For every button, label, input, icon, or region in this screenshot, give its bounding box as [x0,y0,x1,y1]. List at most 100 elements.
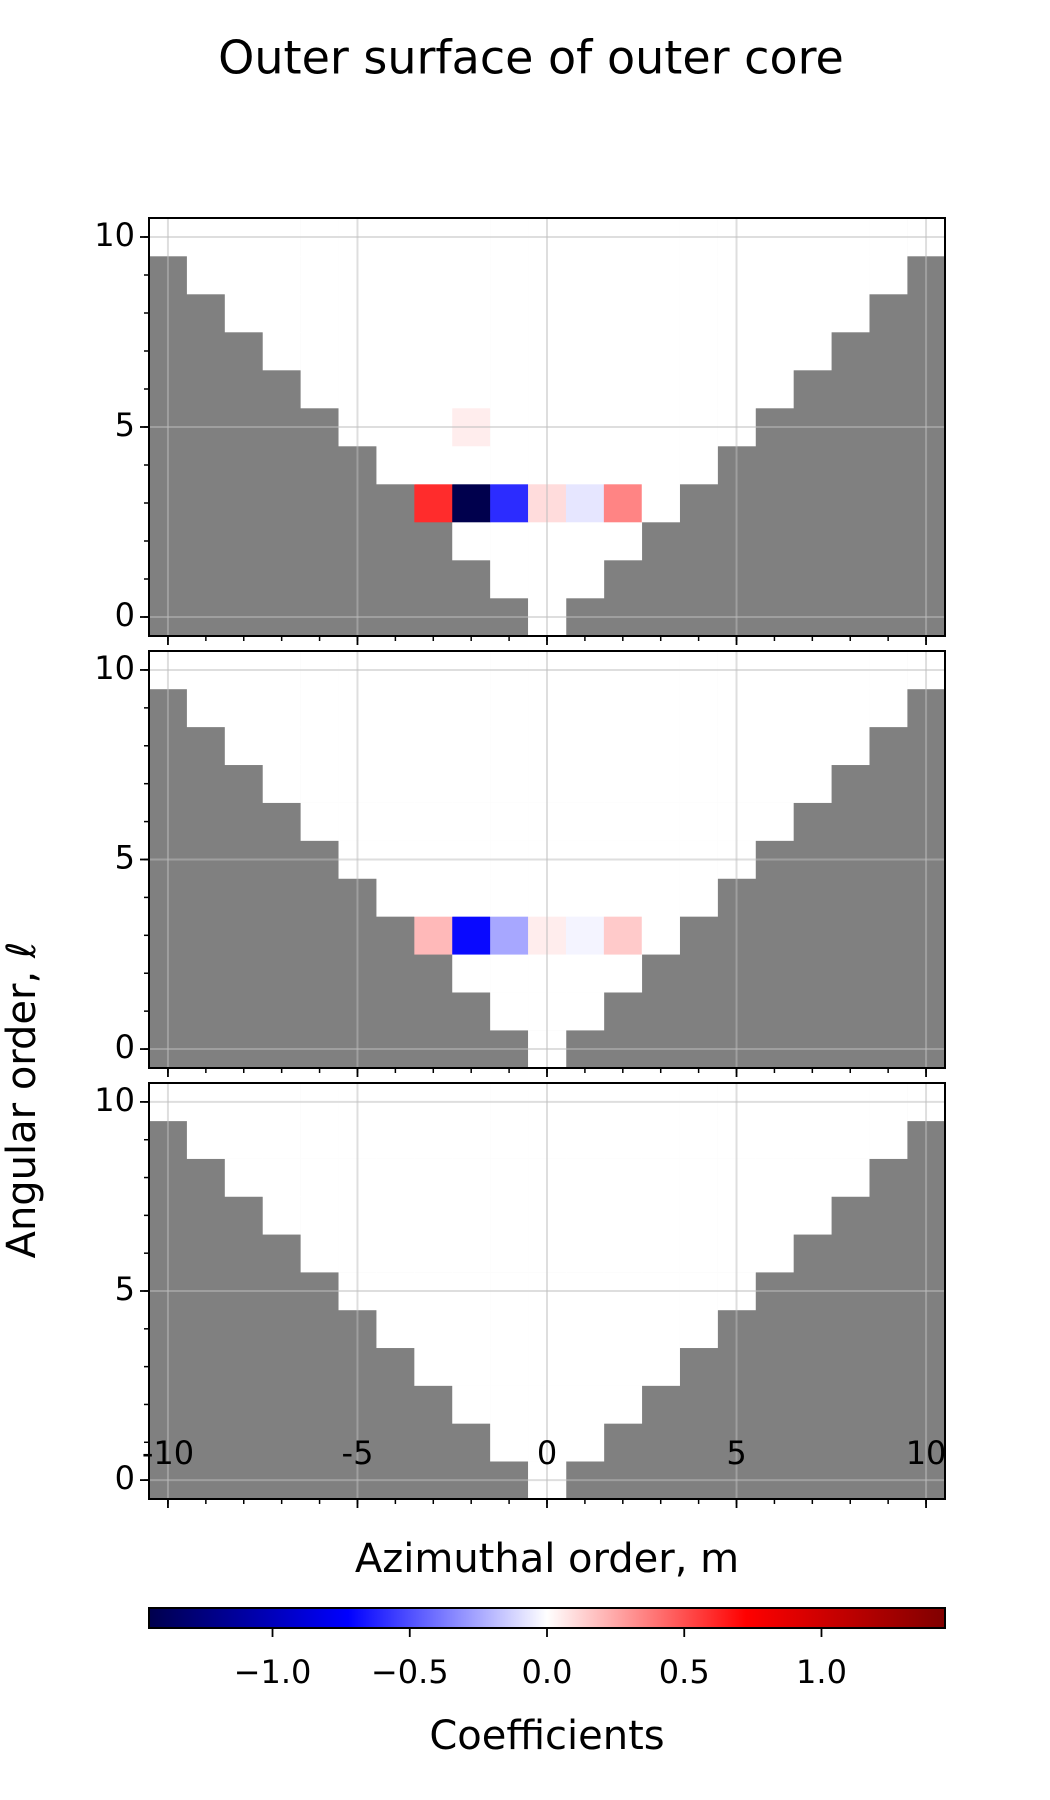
y-tick-label: 10 [94,649,135,687]
heatmap-cell [603,878,643,917]
heatmap-cell [376,1120,415,1159]
heatmap-cell [376,1309,415,1349]
heatmap-cell [641,916,680,955]
heatmap-cell [603,484,643,523]
heatmap-cell [679,256,718,295]
heatmap-cell [641,878,680,917]
heatmap-cell [376,878,415,917]
heatmap-cell [641,294,680,333]
heatmap-cell [490,1423,529,1462]
heatmap-cell [490,916,529,955]
heatmap-cell [831,1120,870,1159]
heatmap-cell [565,726,605,766]
heatmap-cell [490,1158,529,1197]
heatmap-cell [376,256,415,295]
heatmap-cell [300,256,339,295]
heatmap-cell [224,726,264,766]
colorbar-tick-label: −0.5 [371,1653,449,1691]
colorbar-tick-label: 0.5 [659,1653,710,1691]
x-tick-label: 10 [906,1434,947,1472]
heatmap-cell [414,294,453,333]
heatmap-cell [603,446,643,485]
heatmap-cell [603,1196,643,1235]
heatmap-cell [565,1120,605,1159]
heatmap-cell [679,1309,718,1349]
x-tick-label: 5 [726,1434,746,1472]
heatmap-cell [641,1158,680,1197]
heatmap-cell [376,1196,415,1235]
heatmap-cell [755,256,794,295]
heatmap-cell [603,294,643,333]
heatmap-cell [603,726,643,766]
heatmap-cell [376,294,415,333]
heatmap-cell [490,1120,529,1159]
heatmap-cell [452,1158,491,1197]
heatmap-cell [565,954,605,993]
heatmap-cell [565,688,605,728]
heatmap-cell [414,1347,453,1386]
heatmap-cell [452,726,491,766]
heatmap-cell [262,332,301,371]
heatmap-cell [565,1347,605,1386]
heatmap-cell [414,916,453,955]
heatmap-cell [679,1158,718,1197]
heatmap-cell [565,484,605,523]
heatmap-cell [300,294,339,333]
heatmap-cell [452,688,491,728]
heatmap-cell [300,764,339,803]
heatmap-cell [641,1309,680,1349]
heatmap-cell [452,256,491,295]
y-tick-label: 10 [94,1081,135,1119]
heatmap-cell [831,1158,870,1197]
heatmap-cell [679,1196,718,1235]
heatmap-cell [262,256,301,295]
heatmap-cell [452,954,491,993]
heatmap-cell [224,1158,264,1197]
heatmap-cell [490,954,529,993]
heatmap-cell [262,294,301,333]
heatmap-cell [603,1234,643,1273]
heatmap-cell [565,1158,605,1197]
heatmap-cell [641,332,680,371]
heatmap-cell [565,878,605,917]
heatmap-cell [376,764,415,803]
heatmap-cell [679,1120,718,1159]
heatmap-cell [565,802,605,841]
heatmap-cell [793,294,832,333]
heatmap-cell [490,1196,529,1235]
heatmap-cell [262,764,301,803]
colorbar-tick-label: 0.0 [522,1653,573,1691]
heatmap-cell [755,1158,794,1197]
heatmap-cell [793,1158,832,1197]
heatmap-cell [565,1385,605,1424]
heatmap-cell [414,802,453,841]
heatmap-cell [603,256,643,295]
heatmap-cell [452,878,491,917]
heatmap-cell [452,522,491,561]
heatmap-cell [869,256,908,295]
y-tick-label: 0 [115,596,135,634]
heatmap-cell [452,1120,491,1159]
heatmap-cell [414,1234,453,1273]
heatmap-cell [603,1309,643,1349]
heatmap-cell [603,916,643,955]
heatmap-cell [376,1158,415,1197]
heatmap-cell [300,332,339,371]
heatmap-cell [755,332,794,371]
heatmap-cell [490,726,529,766]
heatmap-cell [452,1309,491,1349]
heatmap-cell [603,1158,643,1197]
heatmap-cell [641,370,680,409]
heatmap-cell [300,370,339,409]
heatmap-cell [376,726,415,766]
heatmap-cell [490,688,529,728]
heatmap-cell [679,370,718,409]
heatmap-cell [490,370,529,409]
heatmap-cell [679,802,718,841]
plot-frame [148,650,946,1069]
colorbar-tick-label: −1.0 [234,1653,312,1691]
chart-title: Outer surface of outer core [218,31,844,85]
heatmap-cell [831,256,870,295]
heatmap-cell [224,1120,264,1159]
